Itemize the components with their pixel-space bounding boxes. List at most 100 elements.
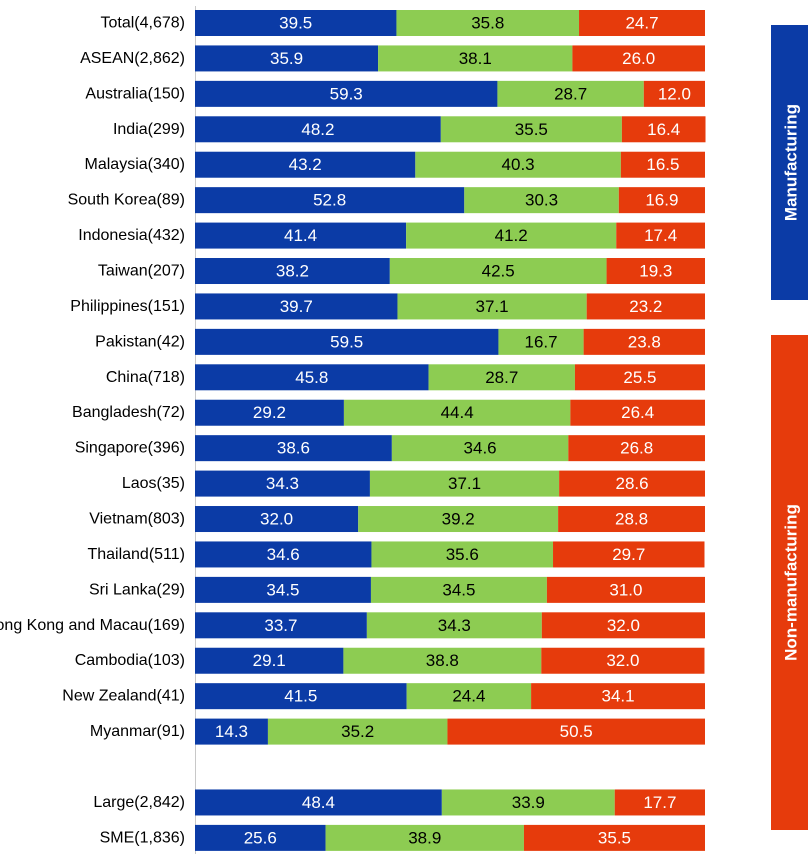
value-label: 38.2 (276, 262, 309, 281)
bar-segment (195, 824, 326, 851)
bar-segment (396, 10, 580, 36)
bar-segment (195, 258, 390, 285)
value-label: 29.1 (253, 651, 286, 670)
value-label: 28.8 (615, 510, 648, 529)
bar-segment (195, 576, 371, 603)
value-label: 38.9 (408, 828, 441, 847)
bar-segment (325, 824, 524, 851)
bar-segment (195, 116, 441, 143)
value-label: 26.8 (620, 439, 653, 458)
value-label: 41.2 (495, 226, 528, 245)
bar-segment (343, 399, 571, 426)
bar-segment (428, 364, 575, 391)
value-label: 35.6 (446, 545, 479, 564)
value-label: 24.4 (452, 687, 485, 706)
value-label: 39.2 (442, 510, 475, 529)
value-label: 32.0 (606, 651, 639, 670)
value-label: 41.5 (284, 687, 317, 706)
value-label: 43.2 (289, 155, 322, 174)
value-label: 16.9 (645, 191, 678, 210)
side-label: Non-manufacturing (782, 504, 801, 661)
category-label: Large(2,842) (93, 794, 185, 811)
value-label: 16.4 (647, 120, 680, 139)
bar-segment (406, 683, 532, 710)
category-label: Sri Lanka(29) (89, 581, 185, 598)
category-label: Pakistan(42) (95, 333, 185, 350)
bar-segment (267, 718, 448, 745)
value-label: 32.0 (607, 616, 640, 635)
bar-segment (574, 364, 705, 391)
value-label: 31.0 (609, 580, 642, 599)
value-label: 42.5 (482, 262, 515, 281)
bar-segment (618, 187, 705, 214)
value-label: 40.3 (502, 155, 535, 174)
bar-segment (343, 647, 542, 674)
value-label: 29.7 (612, 545, 645, 564)
value-label: 44.4 (441, 403, 474, 422)
category-label: New Zealand(41) (62, 688, 185, 705)
value-label: 30.3 (525, 191, 558, 210)
bar-segment (195, 541, 372, 568)
bar-segment (195, 506, 359, 533)
bar-segment (195, 187, 465, 214)
bar-segment (531, 683, 705, 710)
value-label: 28.7 (485, 368, 518, 387)
value-label: 37.1 (448, 474, 481, 493)
bar-segment (195, 45, 379, 72)
bar-segment (541, 647, 705, 674)
side-label-box (771, 335, 808, 830)
value-label: 16.5 (646, 155, 679, 174)
bar-segment (391, 435, 569, 462)
bar-segment (195, 683, 407, 710)
bar-segment (195, 328, 499, 355)
value-label: 38.6 (277, 439, 310, 458)
category-label: Malaysia(340) (85, 156, 185, 173)
value-label: 32.0 (260, 510, 293, 529)
value-label: 48.4 (302, 793, 335, 812)
value-label: 26.0 (622, 49, 655, 68)
bar-segment (415, 151, 621, 178)
value-label: 34.6 (267, 545, 300, 564)
bar-segment (620, 151, 705, 178)
bar-segment (572, 45, 705, 72)
bar-segment (559, 470, 705, 497)
bar-segment (378, 45, 573, 72)
bar-segment (195, 151, 416, 178)
bar-segment (195, 612, 367, 639)
bar-segment (195, 718, 268, 745)
bar-segment (497, 80, 644, 107)
category-label: Indonesia(432) (78, 227, 185, 244)
value-label: 45.8 (295, 368, 328, 387)
category-label: China(718) (106, 369, 185, 386)
bar-segment (195, 647, 344, 674)
bar-segment (195, 435, 392, 462)
value-label: 35.5 (515, 120, 548, 139)
value-label: 12.0 (658, 84, 691, 103)
category-label: Total(4,678) (101, 15, 186, 32)
value-label: 28.7 (554, 84, 587, 103)
value-label: 59.3 (330, 84, 363, 103)
category-label: Vietnam(803) (89, 511, 185, 528)
category-label: Myanmar(91) (90, 723, 185, 740)
bar-segment (447, 718, 705, 745)
bar-segment (498, 328, 584, 355)
value-label: 39.7 (280, 297, 313, 316)
value-label: 14.3 (215, 722, 248, 741)
value-label: 39.5 (279, 14, 312, 33)
bar-segment (586, 293, 705, 320)
bar-segment (389, 258, 607, 285)
category-label: Australia(150) (85, 85, 185, 102)
bar-segment (546, 576, 705, 603)
category-label: Singapore(396) (75, 440, 185, 457)
bar-segment (616, 222, 705, 249)
value-label: 23.8 (628, 332, 661, 351)
value-label: 34.1 (601, 687, 634, 706)
value-label: 23.2 (629, 297, 662, 316)
value-label: 35.5 (598, 828, 631, 847)
bar-segment (579, 10, 705, 36)
bar-segment (195, 10, 397, 36)
category-label: Laos(35) (122, 475, 185, 492)
bar-segment (643, 80, 705, 107)
value-label: 35.8 (471, 14, 504, 33)
